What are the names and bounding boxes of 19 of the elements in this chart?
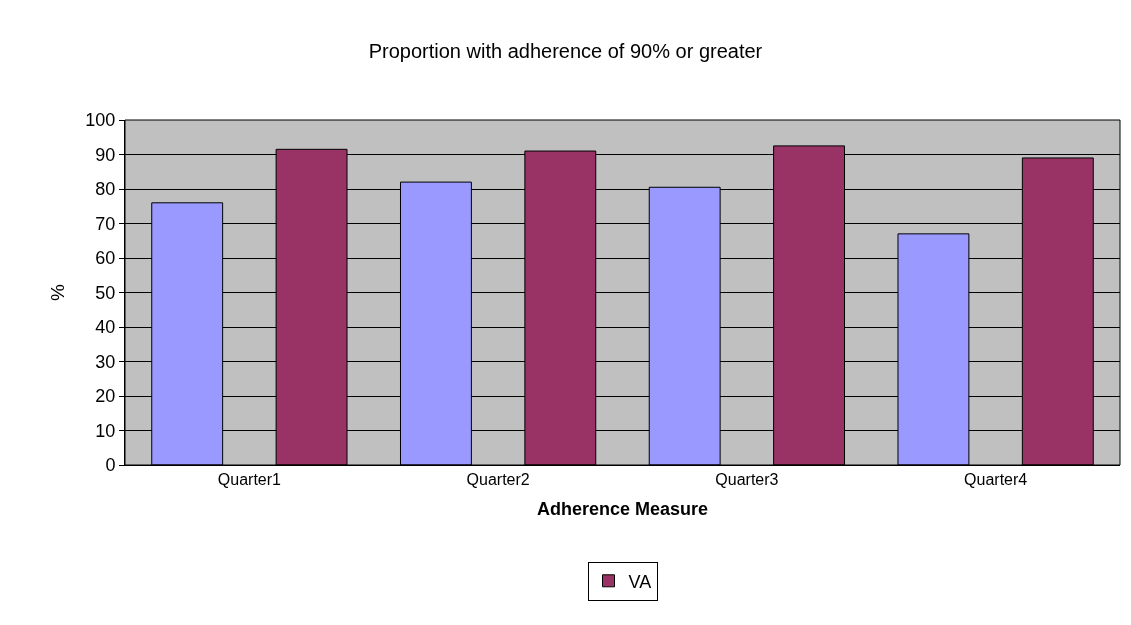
legend-label: VA [628, 571, 652, 592]
y-tick-label: 60 [95, 248, 116, 269]
y-axis-title: % [47, 283, 69, 301]
y-tick-label: 0 [105, 455, 116, 476]
y-tick-label: 70 [95, 213, 116, 234]
x-axis-title: Adherence Measure [536, 499, 709, 520]
y-tick-label: 90 [95, 144, 116, 165]
y-tick-label: 50 [95, 282, 116, 303]
x-tick-label: Quarter4 [964, 471, 1028, 489]
chart-title: Proportion with adherence of 90% or greater [368, 39, 763, 62]
y-tick-label: 30 [95, 351, 116, 372]
y-tick-label: 40 [95, 317, 116, 338]
y-tick-label: 100 [85, 110, 116, 131]
x-tick-label: Quarter2 [466, 471, 530, 489]
y-tick-label: 80 [95, 179, 116, 200]
x-tick-label: Quarter3 [715, 471, 779, 489]
x-tick-label: Quarter1 [217, 471, 282, 489]
y-tick-label: 20 [95, 386, 116, 407]
y-tick-label: 10 [95, 420, 116, 441]
